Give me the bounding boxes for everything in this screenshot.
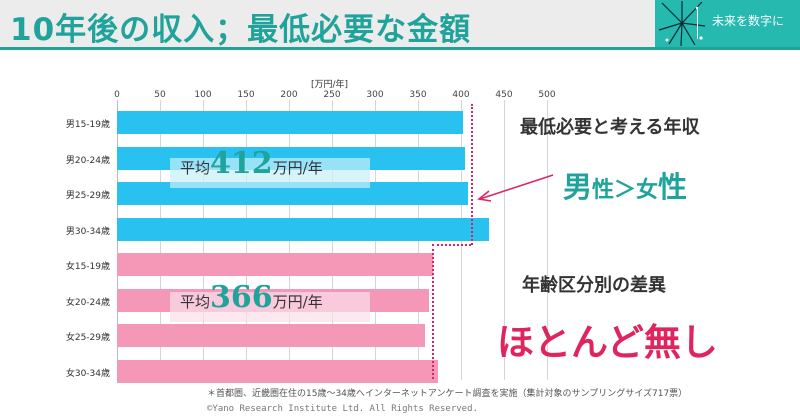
bar [117, 217, 489, 241]
category-label: 男30-34歳 [65, 226, 110, 237]
slide-title: 10年後の収入；最低必要な金額 [10, 12, 472, 48]
annotation-age-diff: 年齢区分別の差異 [522, 275, 666, 296]
x-tick-label: 400 [452, 90, 470, 100]
footnote: ＊首都圏、近畿圏在住の15歳～34歳へインターネットアンケート調査を実施（集計対… [207, 389, 688, 399]
gridline [547, 100, 548, 380]
male-average-label: 平均412万円/年 [180, 146, 323, 181]
category-label: 男25-29歳 [65, 191, 110, 201]
bar [117, 324, 425, 347]
annotation-gender-1: 男 [563, 170, 593, 204]
annotation-gender: 男性＞女性 [563, 164, 687, 206]
logo-text: 未来を数字に [712, 14, 785, 28]
average-suffix: 万円/年 [272, 293, 323, 311]
axis-unit-label: [万円/年] [311, 80, 349, 90]
average-value: 412 [210, 146, 273, 181]
x-tick-label: 100 [194, 90, 212, 100]
male-average-band [170, 158, 370, 188]
x-tick-label: 150 [237, 90, 255, 100]
category-label: 男20-24歳 [65, 155, 110, 166]
annotation-min-required: 最低必要と考える年収 [520, 117, 700, 138]
x-tick-label: 450 [495, 90, 513, 100]
average-prefix: 平均 [180, 293, 211, 311]
category-label: 女25-29歳 [65, 333, 110, 343]
category-label: 男15-19歳 [65, 120, 110, 130]
category-label: 女30-34歳 [65, 368, 110, 379]
x-tick-label: 300 [366, 90, 384, 100]
category-label: 女15-19歳 [65, 262, 110, 272]
female-average-label: 平均366万円/年 [180, 280, 323, 315]
bar [117, 111, 463, 134]
logo-divider [697, 8, 698, 39]
bar [117, 359, 438, 383]
starburst-icon [658, 1, 706, 47]
annotation-gender-3: 性 [658, 170, 688, 204]
average-prefix: 平均 [180, 159, 211, 177]
title-underline [0, 47, 800, 50]
average-suffix: 万円/年 [272, 159, 323, 177]
male-average-line [471, 104, 474, 245]
x-tick-label: 200 [280, 90, 298, 100]
annotation-gender-2: 性＞女 [592, 178, 659, 203]
x-tick-label: 0 [114, 90, 120, 100]
x-tick-label: 250 [323, 90, 341, 100]
bar [117, 253, 434, 276]
category-label: 女20-24歳 [65, 297, 110, 308]
copyright: ©Yano Research Institute Ltd. All Rights… [207, 404, 478, 414]
x-tick-label: 350 [409, 90, 427, 100]
annotation-conclusion: ほとんど無し [497, 321, 718, 364]
gridline [504, 100, 505, 380]
female-average-band [170, 292, 370, 322]
logo-box [655, 0, 800, 47]
x-tick-label: 50 [154, 90, 166, 100]
average-connector-line [431, 244, 472, 246]
x-tick-label: 500 [538, 90, 556, 100]
female-average-line [431, 244, 434, 379]
average-value: 366 [210, 280, 273, 315]
